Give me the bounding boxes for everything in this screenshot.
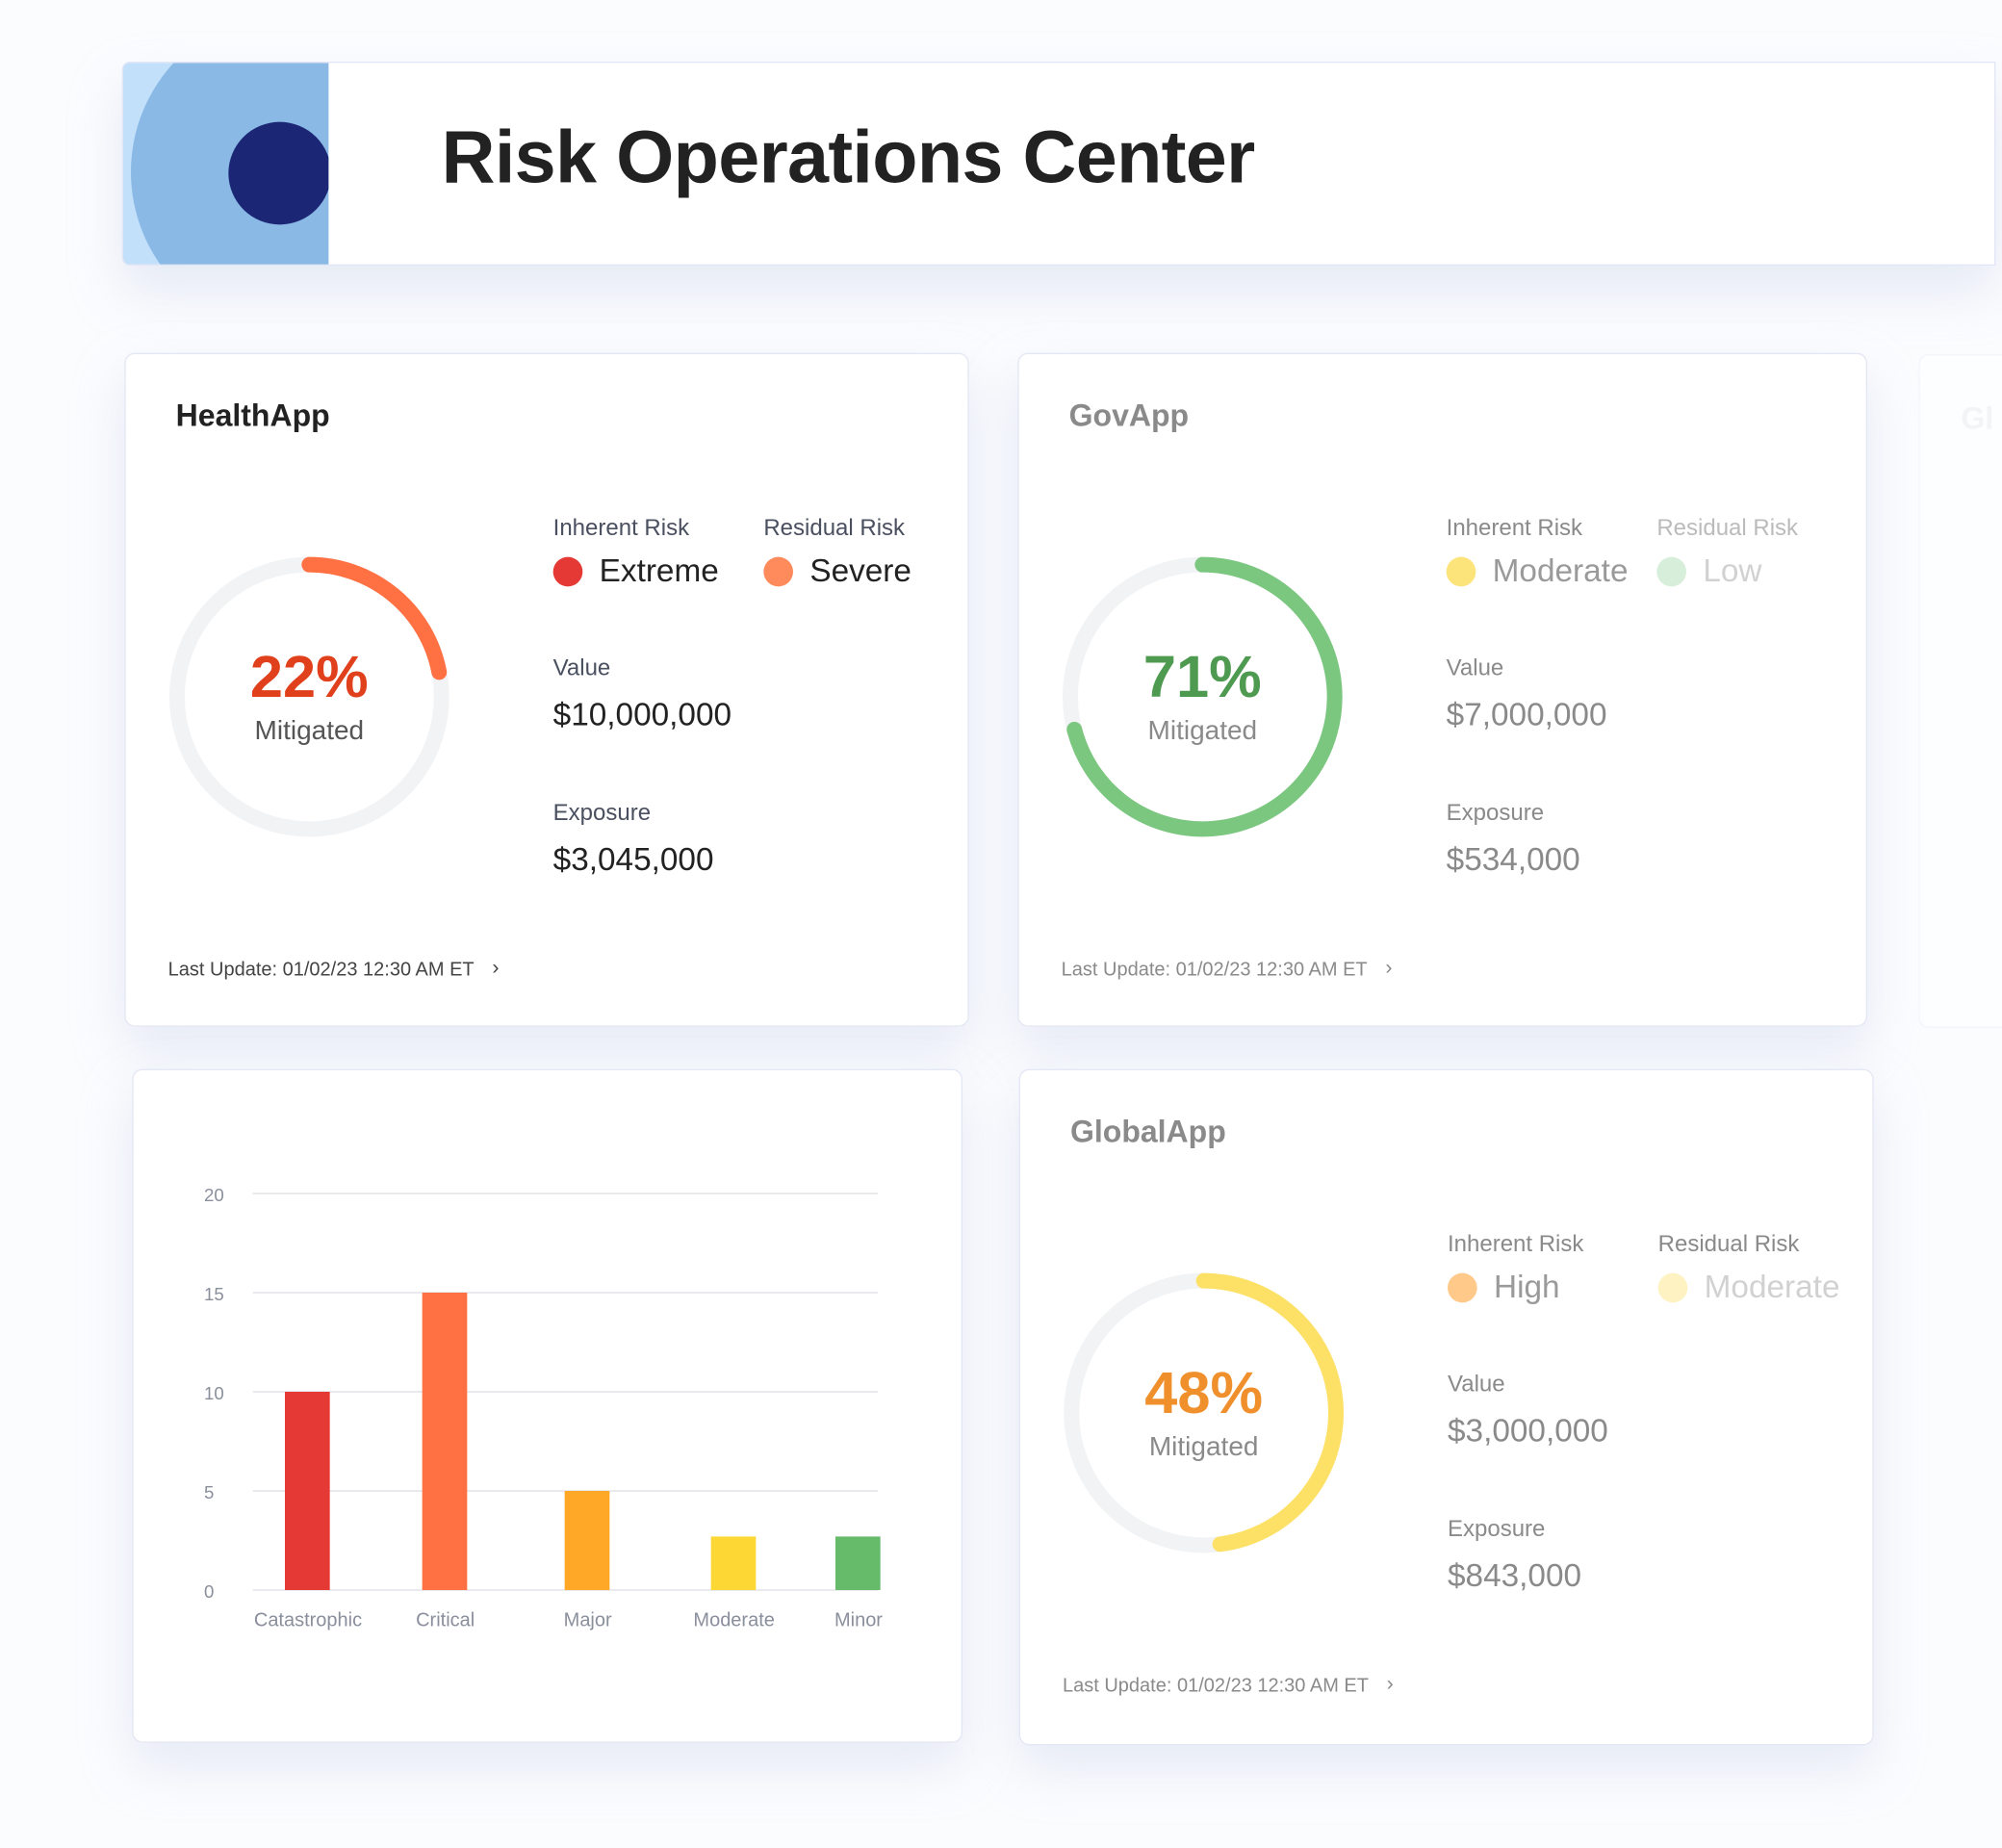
mitigated-percent: 48% [1144,1358,1264,1426]
chevron-right-icon: › [1386,1673,1394,1696]
residual-risk-dot [1657,1272,1688,1303]
bar-major[interactable] [564,1490,610,1590]
x-tick-label: Major [564,1609,612,1630]
inherent-risk-dot [552,556,583,587]
inherent-risk-value: High [1447,1270,1560,1307]
inherent-risk-label: Inherent Risk [552,514,690,541]
y-tick-label: 5 [204,1482,214,1502]
bar-critical[interactable] [422,1292,468,1590]
offscreen-card-title: Gl [1961,401,1994,437]
mitigated-label: Mitigated [1147,715,1258,746]
residual-risk-label: Residual Risk [1656,514,1799,541]
value-label: Value [552,654,611,680]
donut-progress [1064,1272,1344,1553]
residual-risk-value: Moderate [1657,1270,1839,1307]
residual-risk-dot [763,556,793,587]
donut-progress [1062,556,1343,837]
inherent-risk-value: Moderate [1446,553,1628,591]
exposure-label: Exposure [1447,1515,1546,1542]
exposure-amount: $3,045,000 [552,841,714,878]
app-name: GovApp [1068,398,1190,434]
value-amount: $3,000,000 [1447,1412,1608,1450]
residual-risk-label: Residual Risk [1657,1230,1800,1257]
mitigated-label: Mitigated [254,715,365,746]
mitigation-donut [1064,1272,1344,1553]
severity-bar-chart: 0 5 10 15 20 Catastrophic Critical Major Moderat… [204,1185,883,1630]
exposure-amount: $534,000 [1446,841,1580,878]
exposure-amount: $843,000 [1447,1557,1582,1594]
inherent-risk-value: Extreme [552,553,719,591]
bar-catastrophic[interactable] [284,1391,330,1590]
page-title: Risk Operations Center [441,115,1256,199]
mitigated-label: Mitigated [1148,1431,1259,1462]
x-tick-label: Minor [834,1609,883,1630]
x-tick-label: Moderate [693,1609,774,1630]
y-tick-label: 15 [204,1284,224,1304]
mitigated-percent: 22% [249,642,369,710]
inherent-risk-label: Inherent Risk [1446,514,1583,541]
severity-chart-card: 0 5 10 15 20 Catastrophic Critical Major Moderat… [132,1068,962,1743]
x-tick-label: Critical [416,1609,475,1630]
y-tick-label: 20 [204,1185,224,1205]
offscreen-card: Gl [1918,353,2002,1028]
y-tick-label: 10 [204,1383,224,1403]
mitigated-percent: 71% [1142,642,1262,710]
value-label: Value [1447,1370,1505,1397]
bar-minor[interactable] [834,1536,881,1590]
app-name: GlobalApp [1069,1115,1226,1150]
exposure-label: Exposure [1446,799,1545,826]
bar-moderate[interactable] [710,1536,757,1590]
inherent-risk-dot [1447,1272,1477,1303]
value-label: Value [1446,654,1504,680]
residual-risk-label: Residual Risk [763,514,906,541]
mitigation-donut [1062,556,1343,837]
y-tick-label: 0 [204,1581,214,1602]
last-update-link[interactable]: Last Update: 01/02/23 12:30 AM ET › [1062,1673,1394,1696]
header-banner: Risk Operations Center [121,61,1996,266]
logo [122,63,329,265]
x-tick-label: Catastrophic [254,1609,362,1630]
mitigation-donut [168,556,449,837]
residual-risk-value: Low [1656,553,1761,591]
chevron-right-icon: › [1385,957,1393,980]
last-update-link[interactable]: Last Update: 01/02/23 12:30 AM ET › [167,957,500,980]
inherent-risk-label: Inherent Risk [1447,1230,1584,1257]
value-amount: $7,000,000 [1446,696,1607,733]
chevron-right-icon: › [492,957,500,980]
exposure-label: Exposure [552,799,652,826]
app-card-globalapp[interactable]: GlobalApp 48% Mitigated Inherent Risk Re… [1018,1068,1874,1746]
residual-risk-dot [1656,556,1686,587]
app-card-govapp[interactable]: GovApp 71% Mitigated Inherent Risk Resid… [1017,352,1867,1027]
residual-risk-value: Severe [763,553,911,591]
app-card-healthapp[interactable]: HealthApp 22% Mitigated Inherent Risk Re… [124,352,969,1027]
app-name: HealthApp [175,398,330,434]
donut-progress [168,556,449,837]
last-update-link[interactable]: Last Update: 01/02/23 12:30 AM ET › [1061,957,1393,980]
inherent-risk-dot [1446,556,1476,587]
value-amount: $10,000,000 [552,696,732,733]
